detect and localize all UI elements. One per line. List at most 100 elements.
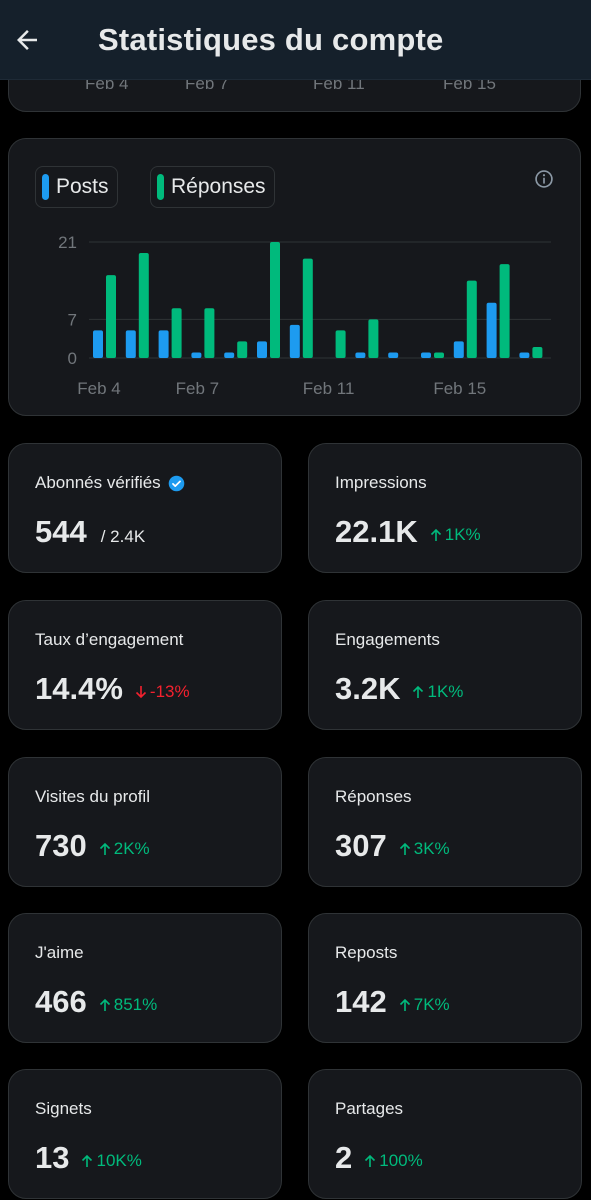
stat-card-impressions[interactable]: Impressions 22.1K 1K% — [308, 443, 582, 573]
arrow-up-icon — [413, 685, 424, 698]
stat-label-text: Abonnés vérifiés — [35, 473, 161, 492]
stat-change: 1K% — [430, 525, 481, 545]
stat-card-reposts[interactable]: Reposts 142 7K% — [308, 913, 582, 1043]
bar-replies[interactable] — [466, 280, 477, 358]
y-tick-label: 0 — [68, 349, 77, 368]
posts-swatch — [42, 174, 49, 200]
bar-posts[interactable] — [355, 352, 366, 358]
stat-value: 730 — [35, 828, 87, 863]
stat-label: J'aime — [35, 943, 84, 963]
stat-card-j-aime[interactable]: J'aime 466 851% — [8, 913, 282, 1043]
stat-change: 3K% — [399, 839, 450, 859]
bar-posts[interactable] — [486, 302, 497, 358]
info-icon[interactable] — [534, 169, 554, 189]
bar-posts[interactable] — [421, 352, 431, 358]
legend-replies[interactable]: Réponses — [150, 166, 275, 208]
stat-label: Partages — [335, 1099, 403, 1119]
verified-badge-icon — [168, 475, 184, 491]
bar-posts[interactable] — [93, 330, 103, 358]
arrow-left-icon — [17, 29, 37, 50]
bar-posts[interactable] — [125, 330, 136, 358]
stat-label-text: Reposts — [335, 943, 398, 962]
arrow-up-icon — [365, 1154, 376, 1167]
bar-posts[interactable] — [191, 352, 202, 358]
stat-change-value: -13% — [149, 682, 190, 701]
stat-value: 142 — [335, 984, 387, 1019]
stat-card-signets[interactable]: Signets 13 10K% — [8, 1069, 282, 1199]
stat-label: Abonnés vérifiés — [35, 473, 185, 493]
posts-replies-chart-card: Posts Réponses 0 7 21 Feb 4 Feb 7 Feb 11 Feb 1… — [8, 138, 581, 416]
stat-change-value: 100% — [379, 1151, 423, 1170]
stat-row: 730 2K% — [35, 828, 150, 864]
y-tick-label: 21 — [58, 233, 77, 252]
stat-label: Engagements — [335, 630, 440, 650]
bar-posts[interactable] — [224, 352, 235, 358]
legend-posts[interactable]: Posts — [35, 166, 118, 208]
stat-label-text: Engagements — [335, 630, 440, 649]
stat-change-value: 3K% — [413, 839, 450, 858]
bar-replies[interactable] — [368, 319, 379, 358]
stat-value: 307 — [335, 828, 387, 863]
arrow-up-icon — [399, 842, 410, 855]
arrow-up-icon — [430, 528, 441, 541]
bar-replies[interactable] — [138, 253, 149, 358]
bar-replies[interactable] — [270, 242, 280, 358]
stat-label: Signets — [35, 1099, 92, 1119]
bar-chart: 0 7 21 Feb 4 Feb 7 Feb 11 Feb 15 — [58, 233, 551, 398]
bar-replies[interactable] — [106, 275, 116, 358]
bar-replies[interactable] — [302, 258, 313, 358]
stat-label-text: Partages — [335, 1099, 404, 1118]
stat-value: 2 — [335, 1140, 353, 1175]
bar-posts[interactable] — [453, 341, 464, 358]
stat-label-text: Visites du profil — [35, 787, 150, 806]
stat-value: 544 — [35, 514, 87, 549]
stat-card-taux-d-engagement[interactable]: Taux d’engagement 14.4% -13% — [8, 600, 282, 730]
stat-change: 2K% — [99, 839, 150, 859]
stat-label-text: J'aime — [35, 943, 84, 962]
back-button[interactable] — [2, 15, 52, 65]
stat-row: 142 7K% — [335, 984, 450, 1020]
stat-value: 14.4% — [35, 671, 123, 706]
y-tick-label: 7 — [68, 310, 77, 329]
bar-replies[interactable] — [204, 308, 215, 358]
stat-card-abonnes-verifies[interactable]: Abonnés vérifiés 544 / 2.4K — [8, 443, 282, 573]
stat-change-value: 7K% — [413, 995, 450, 1014]
x-tick-label: Feb 7 — [176, 379, 219, 398]
stat-total: / 2.4K — [100, 527, 146, 546]
stat-card-engagements[interactable]: Engagements 3.2K 1K% — [308, 600, 582, 730]
bar-replies[interactable] — [237, 341, 248, 358]
bar-posts[interactable] — [158, 330, 169, 358]
bar-replies[interactable] — [434, 352, 444, 358]
stat-card-partages[interactable]: Partages 2 100% — [308, 1069, 582, 1199]
stat-change: 10K% — [81, 1151, 142, 1171]
replies-swatch — [157, 174, 164, 200]
bar-posts[interactable] — [519, 352, 530, 358]
bar-replies[interactable] — [532, 346, 543, 358]
bar-posts[interactable] — [289, 324, 300, 358]
stat-label-text: Signets — [35, 1099, 92, 1118]
stat-label: Reposts — [335, 943, 397, 963]
arrow-up-icon — [99, 998, 110, 1011]
legend-replies-label: Réponses — [171, 175, 266, 198]
stat-card-reponses[interactable]: Réponses 307 3K% — [308, 757, 582, 887]
bar-replies[interactable] — [499, 264, 510, 358]
stat-change-value: 2K% — [113, 839, 150, 858]
bar-replies[interactable] — [335, 330, 346, 358]
stat-change: 1K% — [412, 682, 463, 702]
arrow-up-icon — [99, 842, 110, 855]
x-tick-label: Feb 4 — [77, 379, 120, 398]
arrow-down-icon — [135, 686, 146, 699]
stat-card-visites-du-profil[interactable]: Visites du profil 730 2K% — [8, 757, 282, 887]
stat-row: 3.2K 1K% — [335, 671, 463, 707]
stat-row: 466 851% — [35, 984, 157, 1020]
stat-row: 22.1K 1K% — [335, 514, 481, 550]
stat-value: 3.2K — [335, 671, 401, 706]
stat-label-text: Réponses — [335, 787, 412, 806]
bar-replies[interactable] — [171, 308, 182, 358]
bar-posts[interactable] — [257, 341, 267, 358]
page-title: Statistiques du compte — [98, 21, 444, 57]
stat-change-value: 1K% — [427, 682, 464, 701]
stat-change: 851% — [99, 995, 157, 1015]
bar-posts[interactable] — [388, 352, 399, 358]
stat-row: 2 100% — [335, 1140, 423, 1176]
